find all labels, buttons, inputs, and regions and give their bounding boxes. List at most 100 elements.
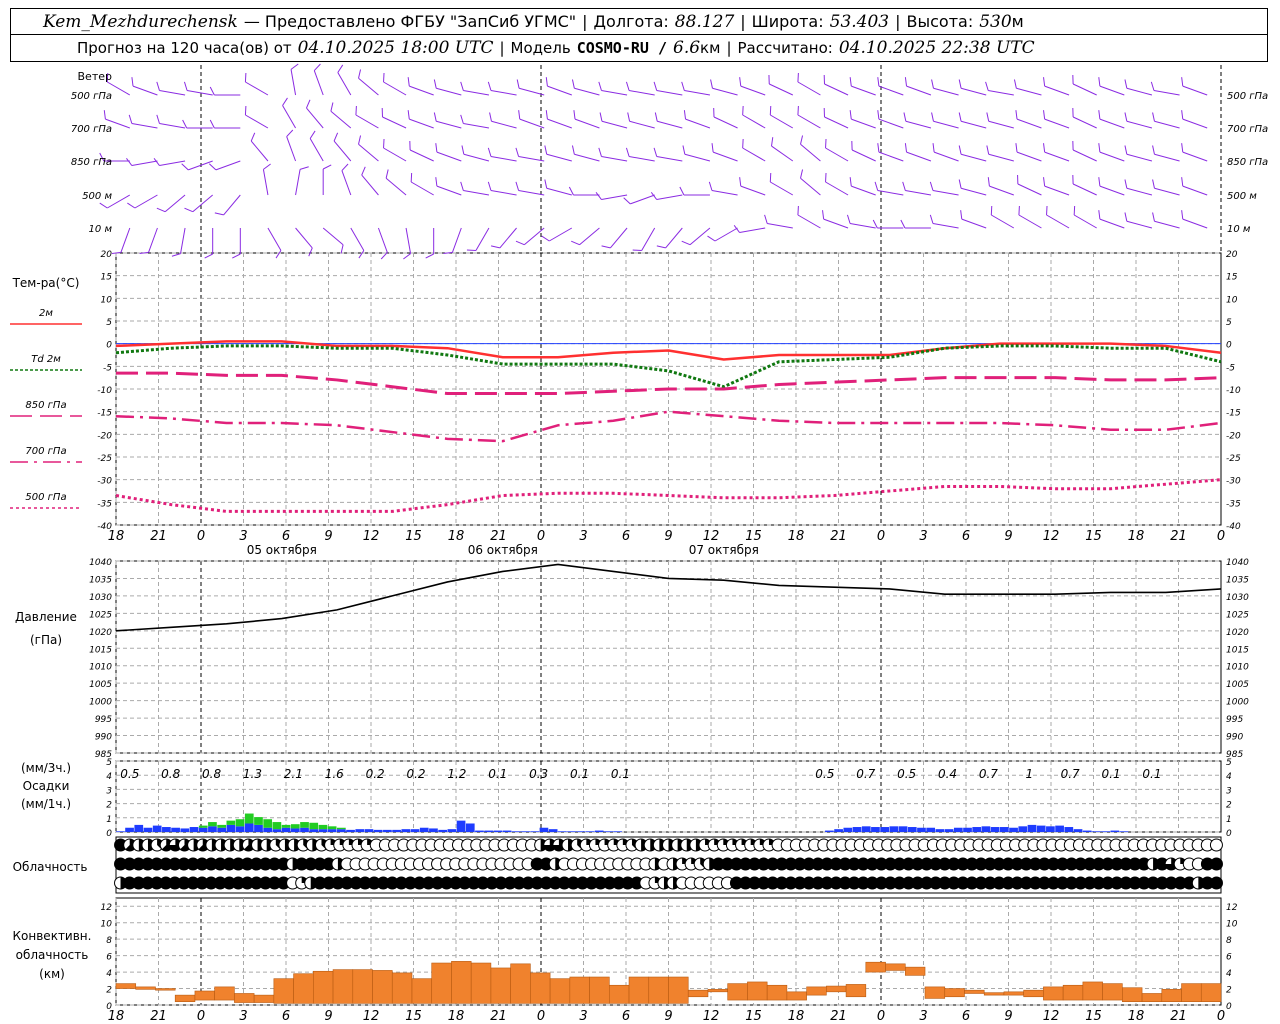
conv-tick-left: 12 bbox=[101, 903, 113, 913]
pressure-tick-left: 1025 bbox=[89, 610, 112, 620]
wind-barb bbox=[601, 194, 628, 201]
precip-title: Осадки bbox=[23, 779, 70, 793]
wind-barb bbox=[851, 85, 876, 96]
wind-barb-feather bbox=[849, 77, 852, 87]
precip-bar-rain bbox=[244, 823, 254, 832]
wind-barb-feather bbox=[711, 143, 714, 153]
precip-bar-rain bbox=[1092, 831, 1101, 832]
precip-bar-rain bbox=[401, 829, 411, 832]
precip-bar-rain bbox=[1036, 825, 1046, 832]
wind-barb-feather bbox=[707, 235, 716, 242]
wind-barb-feather bbox=[1098, 77, 1101, 87]
wind-barb bbox=[988, 120, 1014, 129]
wind-barb bbox=[463, 89, 490, 96]
wind-barb-feather bbox=[487, 81, 492, 91]
wind-barb bbox=[1126, 153, 1153, 162]
cloud-cover-fill bbox=[775, 858, 788, 870]
wind-level-left: 10 м bbox=[89, 224, 113, 235]
precip-bar-mixed bbox=[226, 820, 236, 825]
wind-barb-feather bbox=[958, 112, 962, 122]
wind-barb bbox=[713, 116, 738, 129]
pressure-line bbox=[115, 563, 1222, 632]
convective-cloud-bar bbox=[253, 994, 275, 1003]
wind-barb-feather bbox=[208, 163, 217, 171]
precip-bar-rain bbox=[521, 831, 530, 832]
time-tick-label-bottom: 18 bbox=[108, 1009, 125, 1024]
wind-barb-feather bbox=[461, 145, 465, 155]
cloud-cover-fill bbox=[196, 858, 209, 870]
wind-barb bbox=[933, 151, 959, 162]
precip-3h-sum: 0.5 bbox=[897, 767, 916, 781]
wind-barb bbox=[490, 89, 517, 96]
wind-barb bbox=[330, 110, 352, 129]
time-tick-label-bottom: 21 bbox=[490, 1009, 507, 1024]
conv-title-1: Конвективн. bbox=[13, 929, 92, 943]
time-tick-label-bottom: 6 bbox=[622, 1009, 630, 1024]
convective-cloud-bar bbox=[904, 966, 926, 976]
precip-bar-rain bbox=[300, 827, 309, 832]
cloud-cover-fill bbox=[1029, 877, 1042, 889]
wind-barb bbox=[823, 218, 849, 229]
wind-barb-feather bbox=[654, 112, 658, 122]
wind-barb bbox=[906, 85, 932, 96]
convective-cloud-bar bbox=[194, 990, 215, 1001]
wind-barb bbox=[878, 85, 904, 96]
wind-barb bbox=[107, 194, 131, 209]
time-tick-label: 6 bbox=[282, 529, 290, 544]
precip-bar-mixed bbox=[198, 825, 208, 828]
precip-bar-mixed bbox=[281, 824, 291, 828]
wind-barb-feather bbox=[877, 110, 880, 120]
temp-legend-label: 850 гПа bbox=[25, 400, 66, 411]
pressure-tick-right: 1030 bbox=[1226, 593, 1249, 603]
time-tick-label-bottom: 3 bbox=[919, 1009, 927, 1024]
temp-tick-left: -25 bbox=[97, 454, 112, 464]
precip-bar-rain bbox=[465, 823, 475, 832]
conv-tick-right: 4 bbox=[1226, 969, 1232, 979]
wind-barb bbox=[322, 227, 344, 246]
wind-barb-feather bbox=[1013, 79, 1017, 89]
time-tick-label: 15 bbox=[1085, 529, 1102, 544]
cloud-cover-fill bbox=[965, 858, 978, 870]
cloud-cover-fill bbox=[1074, 858, 1087, 870]
wind-barb bbox=[148, 227, 158, 253]
wind-barb-feather bbox=[407, 110, 410, 120]
wind-barb bbox=[1153, 89, 1180, 96]
cloud-cover-fill bbox=[1020, 877, 1033, 889]
wind-barb-feather bbox=[308, 247, 313, 257]
precip-bar-rain bbox=[383, 829, 392, 832]
time-tick-label: 12 bbox=[1043, 529, 1060, 544]
wind-barb bbox=[579, 227, 600, 246]
wind-barb bbox=[547, 85, 572, 96]
cloud-cover-fill bbox=[920, 858, 933, 870]
cloud-cover-fill bbox=[340, 877, 353, 889]
wind-barb bbox=[628, 89, 655, 96]
cloud-cover-fill bbox=[1119, 858, 1132, 870]
time-tick-label: 21 bbox=[490, 529, 507, 544]
sep-1: | bbox=[582, 12, 588, 31]
wind-barb-feather bbox=[171, 253, 181, 257]
pressure-tick-right: 1035 bbox=[1226, 575, 1249, 585]
wind-barb bbox=[1072, 149, 1097, 162]
cloud-cover-fill bbox=[866, 858, 879, 870]
precip-tick-left: 2 bbox=[106, 801, 112, 811]
cloud-cover-fill bbox=[739, 877, 752, 889]
wind-barb bbox=[988, 89, 1014, 96]
precip-bar-rain bbox=[935, 829, 945, 832]
wind-level-right: 700 гПа bbox=[1227, 124, 1268, 135]
wind-barb-feather bbox=[275, 250, 282, 259]
time-tick-label-bottom: 12 bbox=[363, 1009, 380, 1024]
cloud-cover-fill bbox=[902, 858, 915, 870]
precip-bar-rain bbox=[309, 829, 319, 832]
time-tick-label-bottom: 12 bbox=[1043, 1009, 1060, 1024]
convective-cloud-bar bbox=[766, 984, 788, 1001]
wind-barb-feather bbox=[1152, 179, 1155, 189]
wind-barb-feather bbox=[931, 112, 934, 122]
wind-barb bbox=[491, 120, 517, 129]
precip-bar-rain bbox=[318, 829, 328, 832]
cloud-cover-fill bbox=[1138, 858, 1151, 870]
wind-barb bbox=[684, 89, 711, 96]
wind-barb bbox=[1182, 185, 1208, 196]
wind-barb-feather bbox=[209, 86, 215, 96]
precip-bar-mixed bbox=[208, 822, 217, 827]
wind-barb bbox=[851, 185, 876, 196]
